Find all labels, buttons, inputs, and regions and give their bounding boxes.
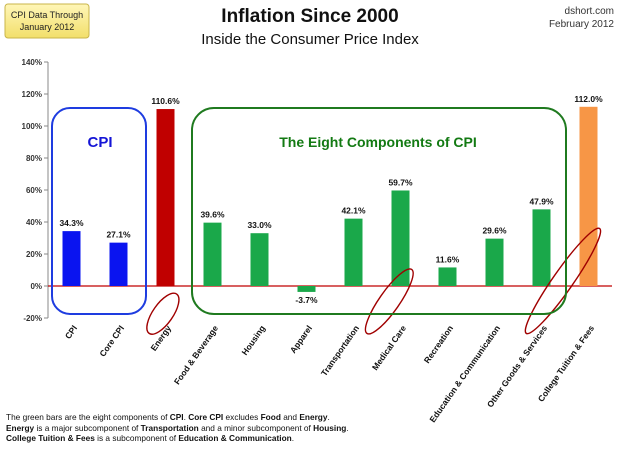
data-label: 27.1% — [106, 230, 131, 240]
bar — [297, 286, 316, 292]
data-label: 59.7% — [388, 177, 413, 187]
y-tick-label: 60% — [26, 186, 42, 195]
footnote-segment: Core CPI — [188, 412, 224, 422]
bar — [532, 209, 551, 286]
data-label: 34.3% — [59, 218, 84, 228]
data-label: 47.9% — [529, 196, 554, 206]
data-label: 29.6% — [482, 226, 507, 236]
footnote-segment: and — [280, 412, 300, 422]
category-label: Food & Beverage — [172, 323, 220, 386]
data-labels: 34.3% 27.1% 110.6% 39.6% 33.0% -3.7% 42.1% 59.7… — [59, 94, 603, 305]
bar — [579, 106, 598, 286]
footnote: The green bars are the eight components … — [6, 412, 616, 444]
footnote-segment: . — [327, 412, 330, 422]
chart-subtitle: Inside the Consumer Price Index — [201, 31, 419, 48]
footnote-segment: Energy — [299, 412, 328, 422]
footnote-segment: College Tuition & Fees — [6, 433, 95, 444]
category-label: CPI — [63, 323, 79, 340]
bar — [344, 218, 363, 286]
cpi-group-label: CPI — [87, 134, 112, 151]
data-label: -3.7% — [295, 295, 318, 305]
footnote-segment: and a minor subcomponent of — [198, 422, 314, 433]
bar — [156, 109, 175, 286]
footnote-segment: The green bars are the eight components … — [6, 412, 170, 422]
footnote-segment: Transportation — [140, 422, 199, 433]
footnote-line1: The green bars are the eight components … — [6, 412, 616, 423]
footnote-segment: Energy — [6, 422, 35, 433]
data-label: 110.6% — [151, 96, 180, 106]
source-date: February 2012 — [549, 19, 614, 30]
footnote-line2: Energy is a major subcomponent of Transp… — [6, 423, 616, 434]
source-site: dshort.com — [565, 6, 614, 17]
data-label: 11.6% — [436, 254, 460, 264]
chart-title: Inflation Since 2000 — [221, 6, 398, 27]
footnote-segment: . — [291, 433, 295, 444]
category-label: Energy — [148, 323, 173, 353]
category-highlight-ellipse — [146, 292, 180, 335]
footnote-segment: excludes — [223, 412, 261, 422]
bar — [109, 242, 128, 286]
bar — [203, 222, 222, 286]
category-highlight-ellipse — [364, 268, 414, 335]
footnote-segment: Education & Communication — [178, 433, 292, 444]
y-tick-label: 40% — [26, 218, 42, 227]
data-label: 33.0% — [247, 220, 272, 230]
bar — [391, 190, 410, 286]
components-group-label: The Eight Components of CPI — [279, 134, 477, 150]
y-tick-label: 0% — [30, 282, 42, 291]
cpi-group-outline — [51, 107, 147, 315]
bar — [485, 238, 504, 286]
footnote-segment: . — [346, 422, 349, 433]
data-label: 39.6% — [200, 210, 225, 220]
category-label: Apparel — [288, 323, 314, 355]
footnote-segment: . — [183, 412, 189, 422]
y-axis: -20% 0% 20% 40% 60% 80% 100% 120% 140% — [22, 58, 612, 323]
category-highlight-ellipse — [524, 227, 602, 335]
components-group-outline — [191, 107, 567, 315]
footnote-segment: CPI — [169, 412, 184, 422]
data-label: 112.0% — [574, 94, 603, 104]
footnote-line3: College Tuition & Fees is a subcomponent… — [6, 433, 616, 444]
y-tick-label: 20% — [26, 250, 42, 259]
bars — [62, 106, 598, 292]
footnote-segment: is a subcomponent of — [94, 433, 179, 444]
badge-line2: January 2012 — [20, 22, 75, 32]
footnote-segment: Food — [260, 412, 281, 422]
y-tick-label: 80% — [26, 154, 42, 163]
data-badge: CPI Data Through January 2012 — [4, 3, 90, 39]
category-label: Transportation — [319, 323, 361, 377]
bar — [250, 233, 269, 286]
category-label: Core CPI — [97, 323, 126, 358]
category-label: Housing — [239, 323, 267, 357]
data-label: 42.1% — [341, 206, 366, 216]
y-tick-label: 120% — [22, 90, 42, 99]
y-tick-label: 100% — [22, 122, 42, 131]
footnote-segment: Housing — [313, 422, 347, 433]
category-label: Recreation — [422, 323, 455, 365]
y-tick-label: -20% — [23, 314, 42, 323]
footnote-segment: is a major subcomponent of — [34, 422, 141, 433]
bar — [62, 231, 81, 286]
y-tick-label: 140% — [22, 58, 42, 67]
bar — [438, 267, 457, 286]
badge-line1: CPI Data Through — [11, 10, 83, 20]
